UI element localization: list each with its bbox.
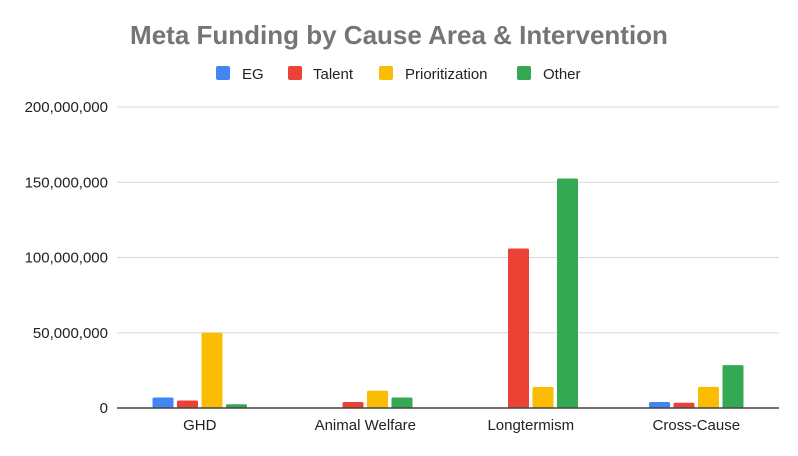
x-tick-label: Animal Welfare (315, 417, 416, 434)
legend-label-other: Other (543, 66, 581, 83)
chart-title: Meta Funding by Cause Area & Interventio… (130, 20, 668, 50)
x-tick-label: GHD (183, 417, 217, 434)
legend-swatch-other (517, 66, 531, 80)
y-axis-tick-labels: 0 50,000,000 100,000,000 150,000,000 200,000… (25, 99, 108, 417)
legend-label-talent: Talent (313, 66, 354, 83)
y-tick-label: 50,000,000 (33, 325, 108, 342)
bar-talent-longtermism[interactable] (508, 248, 529, 409)
bar-prioritization-animal-welfare[interactable] (367, 390, 388, 408)
bar-other-longtermism[interactable] (557, 178, 578, 409)
legend-item-eg[interactable]: EG (216, 66, 264, 83)
bar-prioritization-ghd[interactable] (201, 332, 223, 409)
legend-item-prioritization[interactable]: Prioritization (379, 66, 488, 83)
legend: EG Talent Prioritization Other (216, 66, 581, 83)
bar-other-ghd[interactable] (226, 404, 247, 408)
bar-eg-ghd[interactable] (152, 397, 174, 409)
legend-item-other[interactable]: Other (517, 66, 581, 83)
legend-swatch-prioritization (379, 66, 393, 80)
legend-label-eg: EG (242, 66, 264, 83)
y-tick-label: 200,000,000 (25, 99, 108, 116)
x-tick-label: Longtermism (487, 417, 574, 434)
bar-talent-ghd[interactable] (177, 400, 198, 409)
y-tick-label: 150,000,000 (25, 174, 108, 191)
x-tick-label: Cross-Cause (653, 417, 741, 434)
bar-prioritization-cross-cause[interactable] (698, 386, 719, 408)
y-tick-label: 100,000,000 (25, 250, 108, 267)
bar-prioritization-longtermism[interactable] (532, 386, 554, 408)
legend-item-talent[interactable]: Talent (288, 66, 354, 83)
bar-other-animal-welfare[interactable] (391, 397, 413, 409)
bar-talent-cross-cause[interactable] (673, 402, 695, 408)
legend-swatch-talent (288, 66, 302, 80)
bar-talent-animal-welfare[interactable] (342, 402, 364, 408)
gridlines (117, 106, 779, 334)
x-axis-tick-labels: GHD Animal Welfare Longtermism Cross-Cause (183, 417, 740, 434)
legend-label-prioritization: Prioritization (405, 66, 488, 83)
bars (152, 178, 744, 409)
legend-swatch-eg (216, 66, 230, 80)
bar-other-cross-cause[interactable] (722, 365, 744, 408)
bar-eg-cross-cause[interactable] (649, 402, 670, 408)
y-tick-label: 0 (100, 400, 108, 417)
